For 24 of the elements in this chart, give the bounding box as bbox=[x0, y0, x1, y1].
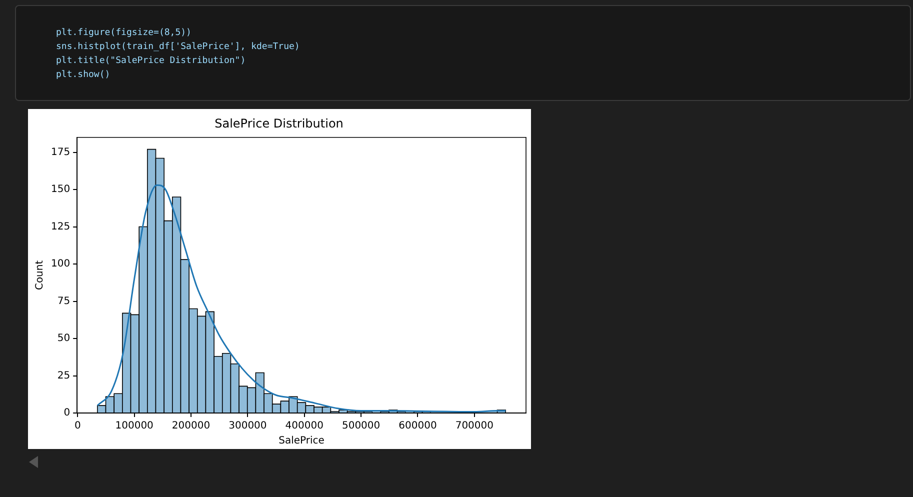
line-series bbox=[96, 184, 506, 413]
x-axis-title: SalePrice bbox=[278, 436, 324, 447]
y-tick-label: 0 bbox=[64, 408, 70, 419]
y-tick-label: 50 bbox=[57, 333, 70, 344]
text: plt.title("SalePrice Distribution") bbox=[56, 55, 247, 68]
y-tick-label: 125 bbox=[50, 221, 70, 232]
y-tick-label: 25 bbox=[57, 370, 70, 382]
text: plt.figure(figsize=(8,5)) bbox=[56, 27, 192, 40]
x-tick-label: 200000 bbox=[172, 420, 210, 432]
x-tick-label: 700000 bbox=[455, 420, 494, 432]
y-tick-label: 150 bbox=[50, 184, 70, 196]
x-tick-label: 0 bbox=[74, 420, 81, 432]
x-tick-label: 500000 bbox=[342, 420, 380, 432]
y-tick-label: 75 bbox=[57, 296, 70, 307]
y-tick-label: 175 bbox=[50, 146, 70, 158]
y-tick-label: 100 bbox=[50, 258, 70, 270]
text: plt.show() bbox=[56, 69, 112, 82]
y-axis-title: Count bbox=[34, 260, 46, 290]
chart-title: SalePrice Distribution bbox=[214, 116, 344, 130]
x-tick-label: 400000 bbox=[285, 420, 324, 432]
x-tick-label: 600000 bbox=[398, 420, 437, 432]
x-tick-label: 100000 bbox=[115, 420, 154, 432]
text: sns.histplot(train_df['SalePrice'], kde=True) bbox=[56, 41, 301, 54]
x-tick-label: 300000 bbox=[228, 420, 267, 432]
